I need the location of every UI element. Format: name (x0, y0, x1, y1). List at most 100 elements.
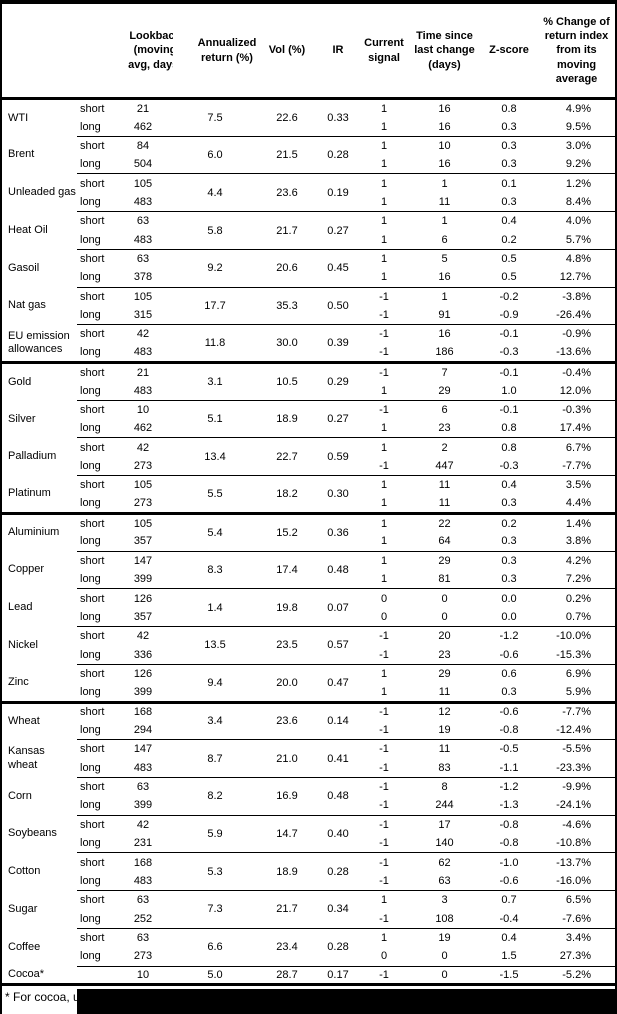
time-since-cell: 91 (438, 309, 451, 322)
table-row: long 483 1 11 0.3 8.4% (2, 193, 615, 212)
pct-change-cell: -26.4% (556, 309, 591, 322)
time-since-cell: 11 (438, 195, 451, 208)
vol-cell: 16.9 (257, 776, 317, 816)
vol-cell: 23.6 (257, 700, 317, 740)
current-signal-cell: -1 (379, 761, 389, 774)
time-since-cell: 11 (409, 739, 480, 759)
zscore-cell: 0.8 (501, 422, 517, 435)
commodity-platinum: Platinum short 105 5.5 18.2 0.30 1 11 0.4 3.5% lon… (2, 475, 615, 514)
commodity-name-cell: WTI (8, 111, 29, 124)
lookback-cell: 147 (113, 739, 173, 759)
subrow-label-cell: short (77, 248, 113, 269)
ir-cell: 0.33 (317, 98, 359, 137)
time-since-cell: 1 (409, 211, 480, 231)
ir-cell: 0.40 (317, 814, 359, 853)
table-row: long 336 -1 23 -0.6 -15.3% (2, 645, 615, 664)
pct-change-cell: 3.5% (538, 475, 615, 495)
subrow-label-cell: long (80, 837, 101, 850)
zscore-cell: -0.1 (480, 361, 538, 382)
table-row: Zinc short 126 9.4 20.0 0.47 1 29 0.6 6.9% (2, 663, 615, 702)
lookback-cell: 63 (113, 776, 173, 797)
pct-change-cell: 6.9% (538, 663, 615, 684)
current-signal-cell: 1 (380, 685, 388, 698)
zscore-cell: 0.5 (480, 248, 538, 269)
subrow-label-cell: long (80, 309, 101, 322)
commodity-nickel: Nickel short 42 13.5 23.5 0.57 -1 20 -1.2 -10.0% l… (2, 626, 615, 665)
subrow-label-cell: short (77, 626, 113, 646)
lookback-cell: 42 (113, 814, 173, 835)
zscore-cell: 0.3 (501, 573, 517, 586)
ir-cell: 0.27 (317, 399, 359, 438)
pct-change-cell: 17.4% (559, 422, 591, 435)
current-signal-cell: -1 (359, 361, 409, 382)
pct-change-cell: 4.2% (538, 550, 615, 570)
lookback-cell: 168 (113, 852, 173, 872)
current-signal-cell: -1 (359, 324, 409, 344)
footnote-text: * For cocoa, uses (5, 990, 99, 1005)
subrow-label-cell: long (80, 346, 101, 359)
zscore-cell: -0.6 (499, 648, 519, 661)
zscore-cell: -0.8 (499, 724, 519, 737)
current-signal-cell: 1 (380, 497, 388, 510)
subrow-label-cell: short (77, 927, 113, 948)
subrow-label-cell: short (77, 361, 113, 382)
current-signal-cell: 1 (380, 158, 388, 171)
commodity-name-cell: Unleaded gas (8, 186, 76, 199)
zscore-cell: -0.1 (480, 399, 538, 420)
annualized-return-cell: 5.0 (173, 965, 257, 985)
lookback-cell: 147 (113, 550, 173, 570)
commodity-name-cell: Brent (8, 148, 35, 161)
time-since-cell: 19 (409, 927, 480, 948)
current-signal-cell: 1 (380, 271, 388, 284)
time-since-cell: 83 (438, 761, 451, 774)
vol-cell: 22.7 (257, 437, 317, 476)
subrow-label-cell: short (77, 511, 113, 533)
commodity-soybeans: Soybeans short 42 5.9 14.7 0.40 -1 17 -0.8 -4.6% l… (2, 814, 615, 853)
time-since-cell: 244 (435, 799, 454, 812)
pct-change-cell: 6.5% (538, 890, 615, 910)
table-row: Aluminium short 105 5.4 15.2 0.36 1 22 0.2 1.4% (2, 511, 615, 552)
pct-change-cell: 5.7% (565, 233, 591, 246)
annualized-return-cell: 3.4 (173, 700, 257, 740)
zscore-cell: 0.3 (501, 120, 517, 133)
commodity-wheat: Wheat short 168 3.4 23.6 0.14 -1 12 -0.6 -7.7% lon… (2, 700, 615, 740)
commodity-nat-gas: Nat gas short 105 17.7 35.3 0.50 -1 1 -0.2 -3.8% l… (2, 286, 615, 325)
table-row: Platinum short 105 5.5 18.2 0.30 1 11 0.4 3.5% (2, 475, 615, 514)
subrow-label-cell: long (80, 573, 101, 586)
ir-cell: 0.50 (317, 286, 359, 325)
time-since-cell: 1 (409, 173, 480, 193)
annualized-return-cell: 5.4 (173, 511, 257, 552)
annualized-return-cell: 13.4 (173, 437, 257, 476)
time-since-cell: 16 (409, 324, 480, 344)
table-row: Silver short 10 5.1 18.9 0.27 -1 6 -0.1 -0.3% (2, 399, 615, 438)
current-signal-cell: 1 (359, 437, 409, 457)
pct-change-cell: -23.3% (556, 761, 591, 774)
commodity-name-cell: Cocoa* (8, 968, 45, 981)
ir-cell: 0.47 (317, 663, 359, 702)
annualized-return-cell: 5.8 (173, 211, 257, 250)
vol-cell: 18.9 (257, 399, 317, 438)
commodity-name-cell: Silver (8, 412, 36, 425)
lookback-cell: 126 (113, 663, 173, 684)
commodity-lead: Lead short 126 1.4 19.8 0.07 0 0 0.0 0.2% long 357 0… (2, 588, 615, 627)
subrow-label-cell: short (77, 814, 113, 835)
lookback-cell: 294 (133, 724, 153, 737)
ir-cell: 0.48 (317, 776, 359, 816)
time-since-cell: 16 (409, 98, 480, 118)
current-signal-cell: -1 (379, 837, 389, 850)
time-since-cell: 11 (438, 685, 451, 698)
subrow-label-cell: long (80, 158, 101, 171)
annualized-return-cell: 17.7 (173, 286, 257, 325)
current-signal-cell: -1 (359, 965, 409, 985)
lookback-cell: 483 (133, 195, 153, 208)
current-signal-cell: -1 (379, 724, 389, 737)
table-row: long 378 1 16 0.5 12.7% (2, 268, 615, 287)
time-since-cell: 7 (409, 361, 480, 382)
ir-cell: 0.27 (317, 211, 359, 250)
annualized-return-cell: 6.0 (173, 135, 257, 174)
col-header-pct-change: % Change of return index from its moving… (538, 4, 615, 100)
time-since-cell: 19 (438, 724, 451, 737)
zscore-cell: -0.3 (499, 346, 519, 359)
pct-change-cell: 3.0% (538, 135, 615, 156)
